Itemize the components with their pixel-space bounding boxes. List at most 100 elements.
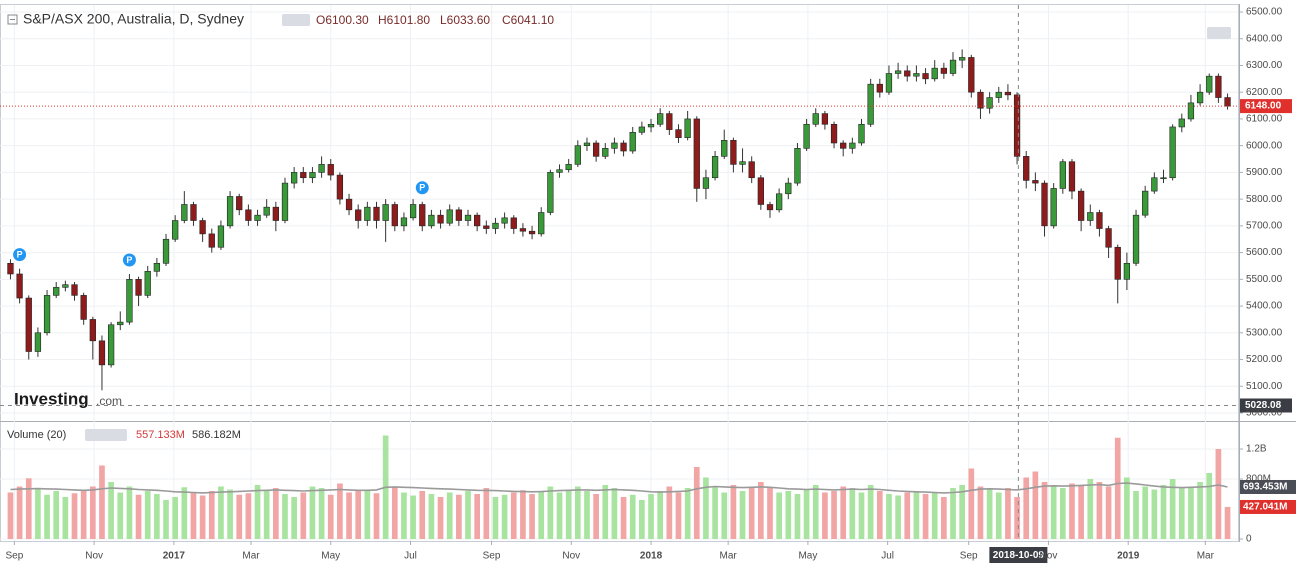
volume-bar [721, 492, 728, 539]
y-tick-label: 5000.00 [1246, 408, 1283, 419]
candle-body [867, 83, 874, 125]
volume-bar [1050, 486, 1057, 539]
volume-bar [35, 488, 41, 539]
volume-bar [1224, 506, 1231, 539]
volume-bar [1096, 482, 1103, 539]
y-tick-label: 6300.00 [1246, 60, 1283, 71]
volume-bar [208, 491, 215, 539]
y-tick-label: 5100.00 [1246, 381, 1283, 392]
volume-bar [904, 492, 911, 539]
candle-body [318, 164, 325, 173]
candle-body [474, 214, 481, 227]
candle-body [409, 204, 417, 219]
candle-body [1032, 180, 1039, 184]
volume-bar [474, 494, 480, 539]
volume-bar [1087, 479, 1094, 539]
candle-body [1004, 91, 1012, 96]
volume-bar [346, 492, 352, 539]
candle-body [693, 118, 700, 189]
y-tick-label: 6400.00 [1246, 33, 1283, 44]
candle-body [583, 142, 591, 146]
candle-body [949, 59, 957, 74]
volume-bar [867, 485, 874, 539]
volume-header-value: 557.133M [136, 429, 185, 441]
candle-body [25, 297, 32, 352]
y2-tick-label: 0 [1246, 534, 1252, 545]
volume-bar [602, 485, 609, 539]
volume-bar [1069, 483, 1075, 539]
volume-bar [80, 490, 87, 539]
candle-body [428, 214, 435, 227]
volume-bar [373, 493, 380, 539]
crosshair-y-box [1240, 398, 1292, 413]
watermark-text: Investing [14, 389, 89, 408]
candle-body [455, 209, 462, 221]
candle-body [849, 142, 856, 149]
volume-bar [99, 465, 105, 539]
candle-body [254, 214, 261, 221]
volume-bar [858, 492, 865, 539]
candle-body [904, 70, 911, 77]
settings-icon[interactable] [282, 14, 310, 26]
volume-bar [44, 494, 50, 539]
volume-bar [565, 489, 572, 539]
candle-body [501, 217, 508, 224]
ohlc-value: H6101.80 [378, 13, 430, 27]
volume-settings-icon[interactable] [85, 429, 127, 441]
y-tick-label: 5700.00 [1246, 221, 1283, 232]
volume-bar [730, 485, 737, 539]
candle-body [620, 142, 627, 152]
candle-body [986, 97, 993, 109]
volume-bar [437, 497, 444, 539]
volume-bar [840, 486, 847, 539]
candle-body [1215, 75, 1222, 98]
collapse-icon[interactable] [7, 14, 18, 25]
volume-bar [950, 488, 956, 539]
candle-body [647, 123, 655, 128]
candle-body [885, 73, 893, 93]
candle-body [1132, 214, 1140, 264]
volume-bar [1151, 489, 1158, 539]
event-label: P [17, 250, 23, 260]
volume-bar [1160, 485, 1167, 539]
volume-bar [556, 492, 563, 539]
volume-bar [236, 494, 243, 539]
volume-bar [89, 486, 96, 539]
x-tick-label: May [798, 551, 817, 562]
volume-bar [337, 483, 343, 539]
volume-bar [611, 488, 618, 539]
candle-body [144, 271, 151, 296]
volume-bar [181, 487, 188, 539]
volume-bar [282, 494, 288, 539]
y-tick-label: 5900.00 [1246, 167, 1283, 178]
ohlc-value: L6033.60 [440, 13, 490, 27]
candle-body [272, 206, 279, 221]
volume-bar [941, 497, 947, 539]
volume-bar [922, 494, 929, 539]
candle-body [281, 182, 289, 221]
volume-bar [108, 482, 114, 539]
toolbar-icon[interactable] [1207, 27, 1231, 39]
volume-header-ma: 586.182M [192, 429, 241, 441]
price-panel [7, 49, 1231, 391]
last-price-label: 6148.00 [1245, 101, 1282, 112]
crosshair-x-label: 2018-10-09 [993, 550, 1045, 561]
y-tick-label: 5400.00 [1246, 301, 1283, 312]
candle-body [629, 132, 636, 152]
volume-last-label: 427.041M [1243, 502, 1287, 513]
volume-bar [456, 494, 462, 539]
candle-body [1206, 75, 1213, 93]
volume-bar [501, 494, 508, 539]
volume-bar [419, 491, 426, 539]
volume-last-box [1240, 499, 1296, 514]
volume-bar [1197, 482, 1203, 539]
candle-body [400, 217, 408, 227]
volume-bar [25, 478, 32, 539]
overlays: P P P 6148.00 2018-10-09 5028.08 693.453M 427.0… [0, 5, 1296, 563]
volume-bar [273, 488, 279, 539]
y-tick-label: 6000.00 [1246, 140, 1283, 151]
candle-body [510, 217, 517, 229]
y-tick-label: 5600.00 [1246, 247, 1283, 258]
volume-bar [712, 486, 718, 539]
